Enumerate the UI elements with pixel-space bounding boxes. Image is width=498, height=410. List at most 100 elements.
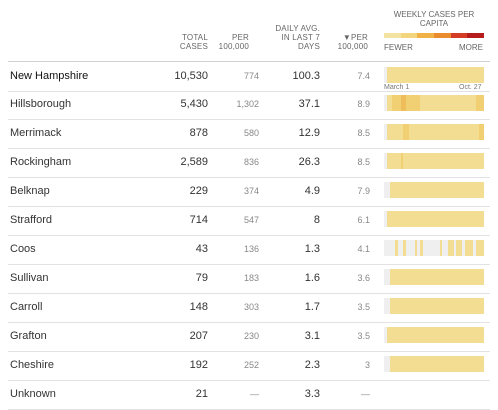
week-bar (456, 269, 460, 285)
week-bar (422, 95, 426, 111)
total-cases-cell: 207 (189, 330, 208, 342)
table-row: Sullivan 79 183 1.6 3.6 (8, 264, 490, 294)
week-bar (439, 67, 443, 83)
week-bar (417, 240, 421, 256)
week-bar (411, 124, 415, 140)
week-bar (434, 356, 437, 372)
week-bar (392, 67, 396, 83)
week-bar (475, 327, 479, 343)
week-bar (461, 95, 465, 111)
legend-swatch (450, 33, 468, 38)
legend-fewer-label: FEWER (384, 43, 413, 52)
week-bar (459, 67, 462, 83)
week-bar (420, 153, 423, 169)
week-bar (422, 182, 426, 198)
week-bar (434, 211, 437, 227)
week-bar (425, 182, 429, 198)
week-bar (439, 298, 443, 314)
week-bar (400, 153, 404, 169)
county-name[interactable]: Carroll (10, 301, 43, 313)
week-bar (450, 67, 454, 83)
weekly-sparkline (384, 124, 485, 140)
week-bar (431, 298, 435, 314)
week-bar (436, 95, 440, 111)
week-bar (470, 182, 473, 198)
county-name[interactable]: Unknown (10, 388, 56, 400)
week-bar (467, 124, 471, 140)
week-bar (459, 153, 462, 169)
axis-end-label: Oct. 27 (459, 84, 482, 91)
week-bar (464, 240, 468, 256)
week-bar (467, 211, 471, 227)
county-name[interactable]: Coos (10, 243, 36, 255)
week-bar (478, 298, 482, 314)
week-bar (428, 327, 432, 343)
week-bar (384, 67, 387, 83)
week-bar (456, 153, 460, 169)
legend-swatch (400, 33, 418, 38)
week-bar (417, 124, 421, 140)
week-bar (425, 211, 429, 227)
week-bar (395, 67, 398, 83)
county-name[interactable]: Rockingham (10, 156, 72, 168)
week-bar (456, 298, 460, 314)
county-name[interactable]: Sullivan (10, 272, 49, 284)
week-bar (403, 298, 407, 314)
week-bar (442, 298, 446, 314)
week-bar (470, 240, 473, 256)
county-name[interactable]: Cheshire (10, 359, 55, 371)
week-bar (434, 327, 437, 343)
per-100k-cell: 1,302 (236, 99, 259, 109)
week-bar (428, 182, 432, 198)
county-name[interactable]: Belknap (10, 185, 50, 197)
county-name[interactable]: Hillsborough (10, 98, 72, 110)
total-cases-cell: 79 (195, 272, 208, 284)
table-row: Hillsborough 5,430 1,302 37.1 8.9 (8, 90, 490, 120)
county-name[interactable]: Grafton (10, 330, 47, 342)
week-bar (442, 182, 446, 198)
week-bar (456, 327, 460, 343)
week-bar (447, 153, 451, 169)
week-bar (411, 67, 415, 83)
week-bar (459, 95, 462, 111)
week-bar (386, 269, 390, 285)
week-bar (464, 182, 468, 198)
week-bar (400, 269, 404, 285)
total-cases-cell: 229 (189, 185, 208, 197)
county-name[interactable]: Merrimack (10, 127, 62, 139)
week-bar (397, 327, 401, 343)
week-bar (453, 356, 457, 372)
week-bar (464, 67, 468, 83)
week-bar (403, 211, 407, 227)
table-row: Belknap 229 374 4.9 7.9 (8, 177, 490, 207)
week-bar (403, 67, 407, 83)
legend-swatch (384, 33, 401, 38)
week-bar (442, 269, 446, 285)
total-cases-cell: 148 (189, 301, 208, 313)
header-daily-avg: DAILY AVG. IN LAST 7 DAYS (275, 24, 320, 51)
week-bar (411, 153, 415, 169)
week-bar (475, 182, 479, 198)
week-bar (400, 124, 404, 140)
county-name[interactable]: Strafford (10, 214, 52, 226)
weekly-legend-title: WEEKLY CASES PER CAPITA (393, 10, 475, 28)
week-bar (406, 182, 410, 198)
week-bar (450, 211, 454, 227)
week-bar (417, 211, 421, 227)
week-bar (425, 356, 429, 372)
daily-per-100k-cell: 7.4 (357, 71, 370, 81)
week-bar (439, 356, 443, 372)
week-bar (403, 124, 407, 140)
week-bar (422, 356, 426, 372)
week-bar (409, 269, 412, 285)
header-per-100k-sorted[interactable]: ▼PER 100,000 (337, 33, 368, 51)
weekly-sparkline (384, 211, 485, 227)
week-bar (447, 124, 451, 140)
week-bar (473, 182, 476, 198)
week-bar (447, 298, 451, 314)
week-bar (406, 269, 410, 285)
week-bar (397, 124, 401, 140)
week-bar (436, 240, 440, 256)
week-bar (425, 95, 429, 111)
week-bar (464, 124, 468, 140)
